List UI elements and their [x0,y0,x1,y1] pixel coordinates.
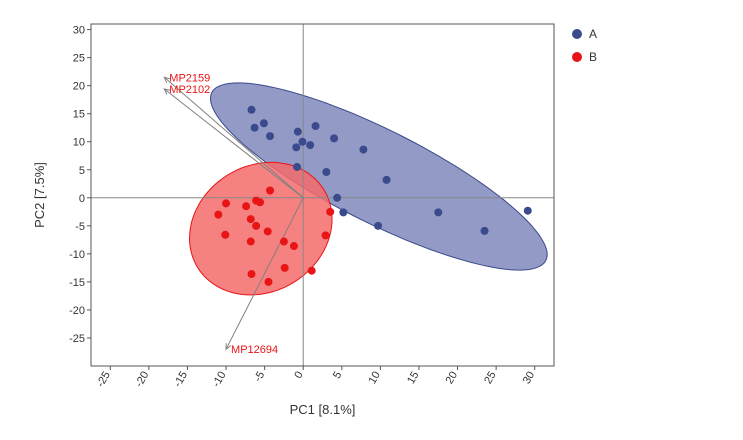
y-tick-label: -15 [69,277,85,289]
legend: AB [572,27,597,64]
data-point-group-b [247,270,256,279]
x-tick-label: 30 [521,370,538,387]
y-tick-label: 15 [73,109,85,121]
x-tick-label: -20 [133,370,151,390]
data-point-group-b [266,186,275,195]
loading-arrow-mp2159 [163,76,304,199]
loading-arrowhead-mp2159 [163,76,171,83]
data-point-group-a [259,119,268,128]
loading-arrowhead-mp2102 [163,88,171,95]
loading-arrow-mp12694 [225,197,304,350]
data-point-group-a [434,208,443,217]
points-layer [214,105,532,286]
y-tick-label: 30 [73,25,85,37]
legend-label-group-a: A [589,27,597,41]
y-axis-title: PC2 [7.5%] [32,162,47,228]
data-point-group-b [214,210,223,219]
data-point-group-a [374,221,383,230]
data-point-group-a [247,105,256,114]
y-tick-label: -5 [75,221,85,233]
x-tick-label: 0 [292,370,305,381]
legend-label-group-b: B [589,50,597,64]
data-point-group-a [293,162,302,171]
y-tick-label: 20 [73,81,85,93]
loading-label-mp2102: MP2102 [169,84,210,96]
loading-label-mp2159: MP2159 [169,72,210,84]
x-tick-label: 20 [444,370,461,387]
x-axis: -25 -20 -15 -10 -5 0 5 10 15 20 25 30 [95,366,538,390]
y-tick-label: 0 [79,193,85,205]
loading-arrowhead-mp12694 [225,343,232,351]
data-point-group-b [246,215,255,224]
x-axis-title: PC1 [8.1%] [290,402,356,417]
data-point-group-b [326,207,335,216]
data-point-group-a [523,206,532,215]
data-point-group-a [382,175,391,184]
data-point-group-b [279,237,288,246]
x-tick-label: 5 [331,370,344,381]
y-tick-label: -25 [69,333,85,345]
data-point-group-a [250,123,259,132]
data-point-group-b [280,263,289,272]
data-point-group-a [306,141,315,150]
loading-arrow-mp2102 [164,88,304,199]
data-point-group-b [255,198,264,207]
data-point-group-b [289,242,298,251]
data-point-group-a [293,127,302,136]
data-point-group-a [292,143,301,152]
data-point-group-b [222,199,231,208]
data-point-group-b [321,231,330,240]
data-point-group-a [333,193,342,202]
x-tick-label: -5 [252,370,267,384]
legend-marker-group-b [572,52,582,62]
y-tick-label: 25 [73,53,85,65]
plot-frame [90,23,555,367]
data-point-group-a [266,132,275,141]
y-tick-label: 10 [73,137,85,149]
x-tick-label: 15 [405,370,422,387]
y-tick-label: 5 [79,165,85,177]
data-point-group-a [322,168,331,177]
data-point-group-b [242,202,251,211]
y-tick-label: -20 [69,305,85,317]
x-tick-label: 10 [366,370,383,387]
x-tick-label: -25 [95,370,113,390]
data-point-group-b [221,230,230,239]
y-axis: 30 25 20 15 10 5 0 -5 -10 -15 -20 -25 [69,25,91,345]
x-tick-label: -15 [172,370,190,390]
data-point-group-a [359,145,368,154]
y-tick-label: -10 [69,249,85,261]
ellipse-group-b [188,161,333,296]
data-point-group-b [246,237,255,246]
legend-marker-group-a [572,29,582,39]
data-point-group-a [311,122,320,131]
data-point-group-b [307,266,316,275]
x-tick-label: 25 [482,370,499,387]
data-point-group-b [264,277,273,286]
data-point-group-a [480,226,489,235]
x-tick-label: -10 [210,370,228,390]
loading-label-mp12694: MP12694 [231,344,278,356]
data-point-group-a [330,134,339,143]
ellipses-layer [188,82,548,296]
data-point-group-b [252,221,261,230]
data-point-group-b [263,227,272,236]
zero-lines-layer [91,24,554,366]
data-point-group-a [298,137,307,146]
data-point-group-a [339,208,348,217]
